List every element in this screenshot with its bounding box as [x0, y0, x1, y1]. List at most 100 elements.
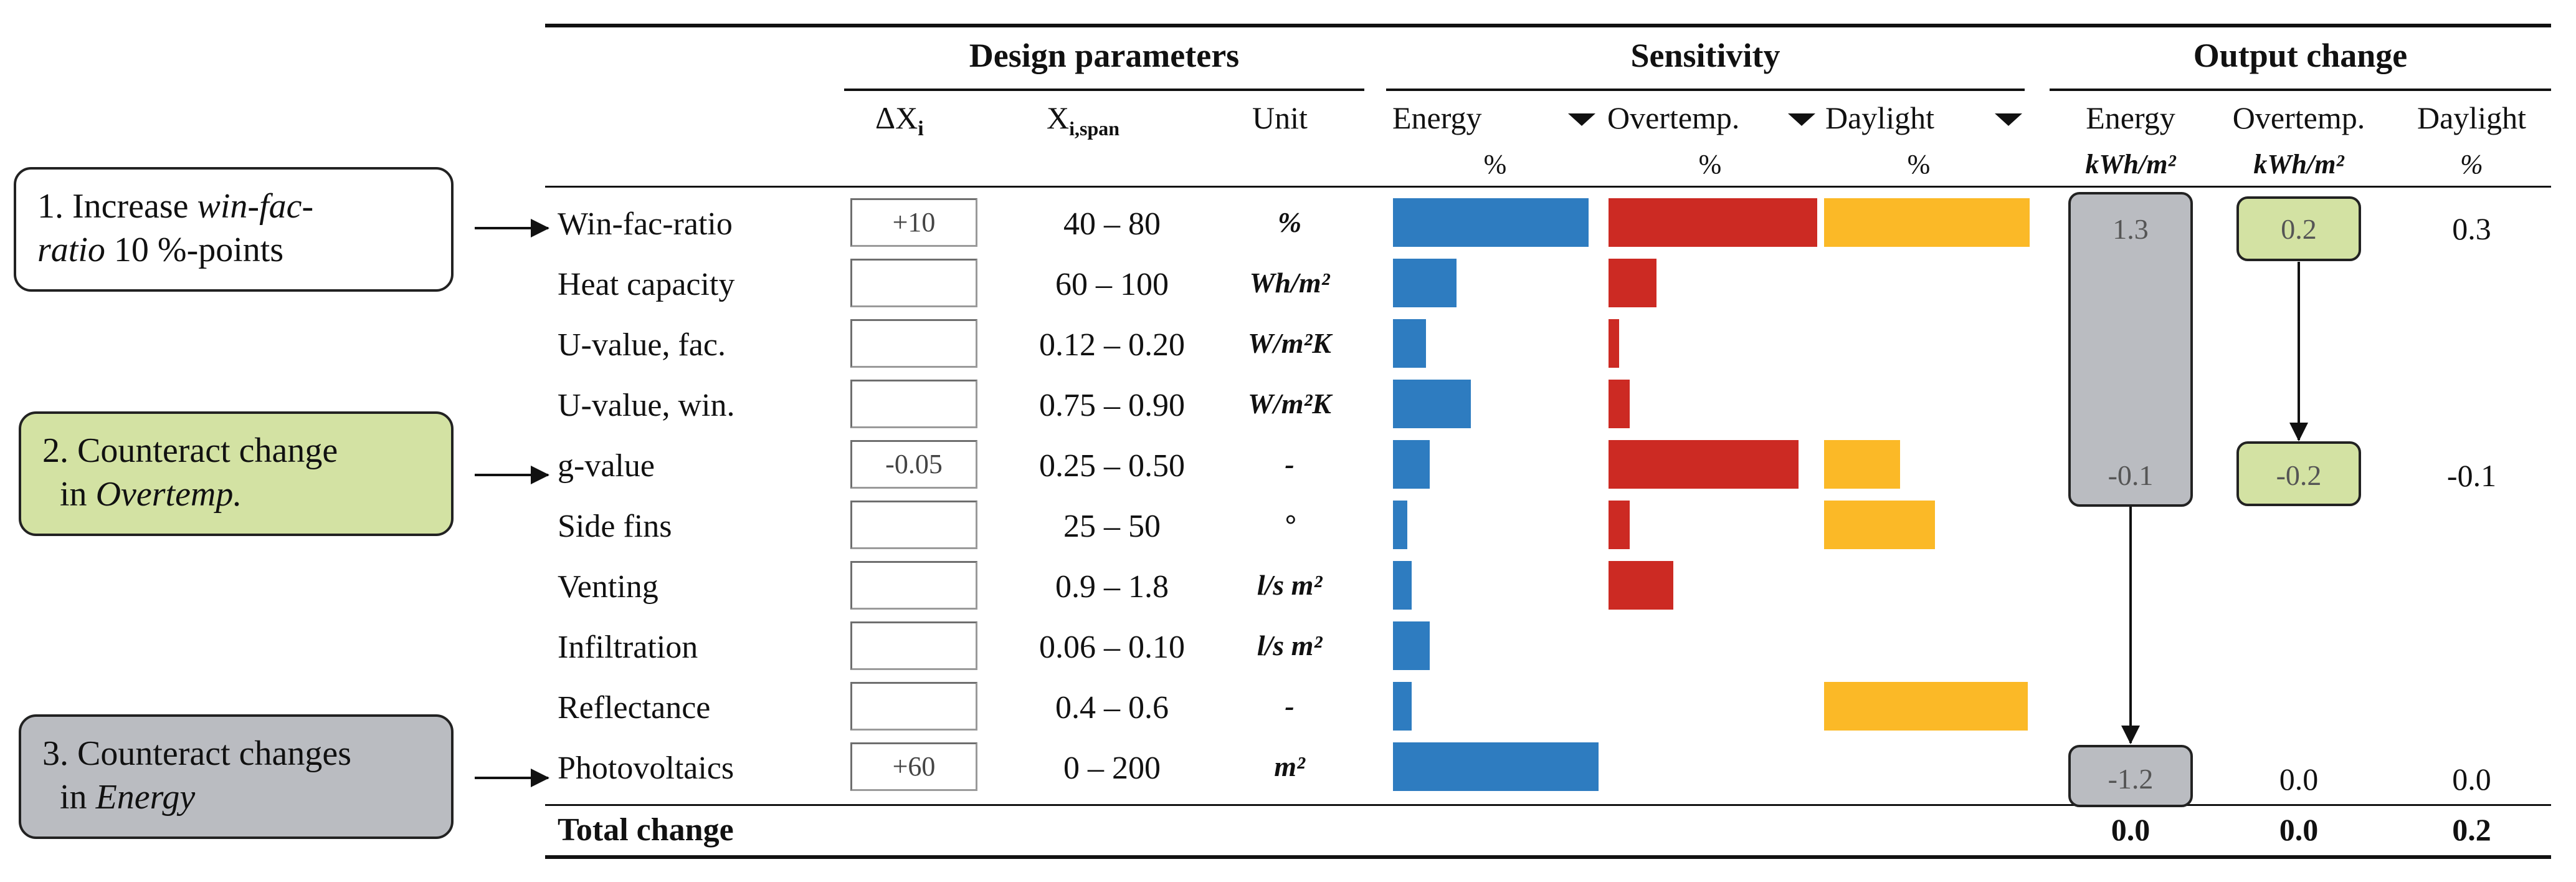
unit-value: l/s m² [1257, 569, 1323, 601]
row-name: Venting [558, 569, 658, 605]
delta-input[interactable]: +60 [850, 742, 977, 791]
sensitivity-bar-daylight [1824, 440, 1900, 489]
out-energy-unit: kWh/m² [2085, 149, 2176, 180]
total-overtemp: 0.0 [2279, 812, 2319, 847]
span-value: 0.25 – 0.50 [1039, 448, 1185, 484]
design-parameters-header: Design parameters [969, 37, 1240, 74]
sens-overtemp-dropdown[interactable]: Overtemp. [1607, 100, 1816, 137]
delta-input[interactable] [850, 621, 977, 670]
sensitivity-bar-energy [1393, 682, 1412, 731]
total-energy: 0.0 [2111, 812, 2151, 847]
annotation-increase-win-fac-ratio: 1. Increase win-fac-ratio 10 %-points [14, 167, 454, 292]
sensitivity-group-underline [1386, 89, 2025, 91]
delta-input[interactable]: +10 [850, 198, 977, 247]
row-name: Side fins [558, 509, 672, 544]
out-daylight-header: Daylight [2417, 100, 2526, 135]
sens-daylight-dropdown[interactable]: Daylight [1825, 100, 2025, 137]
row-name: U-value, win. [558, 388, 735, 423]
sensitivity-bar-overtemp [1609, 501, 1630, 549]
overtemp-box-row1 [2236, 196, 2361, 261]
chevron-down-icon [1568, 113, 1595, 126]
out-daylight-row10: 0.0 [2452, 762, 2491, 797]
out-overtemp-row1: 0.2 [2281, 213, 2317, 245]
unit-value: - [1285, 448, 1295, 480]
delta-input[interactable] [850, 561, 977, 610]
sens-daylight-unit: % [1907, 149, 1931, 180]
sensitivity-bar-overtemp [1609, 319, 1619, 368]
span-value: 60 – 100 [1055, 267, 1169, 302]
delta-input[interactable] [850, 682, 977, 731]
delta-input[interactable] [850, 319, 977, 368]
span-value: 25 – 50 [1063, 509, 1161, 544]
sensitivity-bar-energy [1393, 742, 1599, 791]
row-name: U-value, fac. [558, 327, 726, 363]
x-span-header: Xi,span [1047, 100, 1120, 140]
span-value: 0.9 – 1.8 [1055, 569, 1169, 605]
energy-output-box [2068, 192, 2193, 507]
unit-header: Unit [1252, 100, 1308, 135]
row-name: Reflectance [558, 690, 711, 726]
unit-value: W/m²K [1248, 388, 1331, 419]
unit-value: m² [1274, 750, 1305, 782]
delta-x-header: ΔXi [875, 100, 924, 140]
out-daylight-row1: 0.3 [2452, 211, 2491, 246]
row-name: Heat capacity [558, 267, 735, 302]
row-name: Win-fac-ratio [558, 206, 733, 242]
out-energy-header: Energy [2086, 100, 2175, 135]
sensitivity-bar-overtemp [1609, 380, 1630, 428]
unit-value: l/s m² [1257, 630, 1323, 661]
sensitivity-bar-overtemp [1609, 259, 1656, 307]
sensitivity-bar-energy [1393, 621, 1430, 670]
table-top-rule [545, 24, 2551, 27]
sens-energy-dropdown[interactable]: Energy [1392, 100, 1598, 137]
energy-final-box [2068, 745, 2193, 807]
span-value: 0.06 – 0.10 [1039, 630, 1185, 665]
out-energy-row5: -0.1 [2108, 459, 2154, 491]
unit-value: Wh/m² [1249, 267, 1330, 299]
unit-value: % [1277, 206, 1302, 238]
total-daylight: 0.2 [2452, 812, 2491, 847]
sensitivity-bar-daylight [1824, 198, 2030, 247]
out-overtemp-row10: 0.0 [2279, 762, 2319, 797]
design-group-underline [844, 89, 1364, 91]
annotation-counteract-energy: 3. Counteract changes in Energy [19, 714, 454, 839]
sensitivity-bar-daylight [1824, 682, 2028, 731]
row-name: Infiltration [558, 630, 698, 665]
sensitivity-bar-overtemp [1609, 440, 1799, 489]
header-separator [545, 186, 2551, 188]
out-daylight-row5: -0.1 [2446, 458, 2497, 493]
sensitivity-bar-daylight [1824, 501, 1935, 549]
delta-input[interactable] [850, 501, 977, 549]
delta-input[interactable]: -0.05 [850, 440, 977, 489]
out-energy-row1: 1.3 [2113, 213, 2149, 245]
span-value: 0.12 – 0.20 [1039, 327, 1185, 363]
sensitivity-bar-energy [1393, 319, 1426, 368]
sensitivity-bar-energy [1393, 259, 1457, 307]
unit-value: ° [1283, 509, 1296, 540]
sens-energy-unit: % [1483, 149, 1507, 180]
overtemp-box-row5 [2236, 441, 2361, 506]
sensitivity-bar-energy [1393, 380, 1471, 428]
chevron-down-icon [1995, 113, 2022, 126]
out-daylight-unit: % [2460, 149, 2483, 180]
sensitivity-bar-energy [1393, 198, 1589, 247]
out-overtemp-row5: -0.2 [2276, 459, 2322, 491]
chevron-down-icon [1788, 113, 1815, 126]
row-name: Photovoltaics [558, 750, 734, 786]
unit-value: - [1285, 690, 1295, 722]
output-change-header: Output change [2193, 37, 2408, 74]
delta-input[interactable] [850, 380, 977, 428]
sensitivity-bar-energy [1393, 440, 1430, 489]
out-energy-row10: -1.2 [2108, 763, 2154, 795]
sensitivity-bar-energy [1393, 501, 1407, 549]
delta-input[interactable] [850, 259, 977, 307]
total-change-label: Total change [558, 812, 734, 848]
row-name: g-value [558, 448, 655, 484]
unit-value: W/m²K [1248, 327, 1331, 359]
sensitivity-bar-overtemp [1609, 198, 1817, 247]
sensitivity-bar-energy [1393, 561, 1412, 610]
span-value: 40 – 80 [1063, 206, 1161, 242]
sensitivity-header: Sensitivity [1630, 37, 1780, 74]
sens-overtemp-unit: % [1698, 149, 1722, 180]
